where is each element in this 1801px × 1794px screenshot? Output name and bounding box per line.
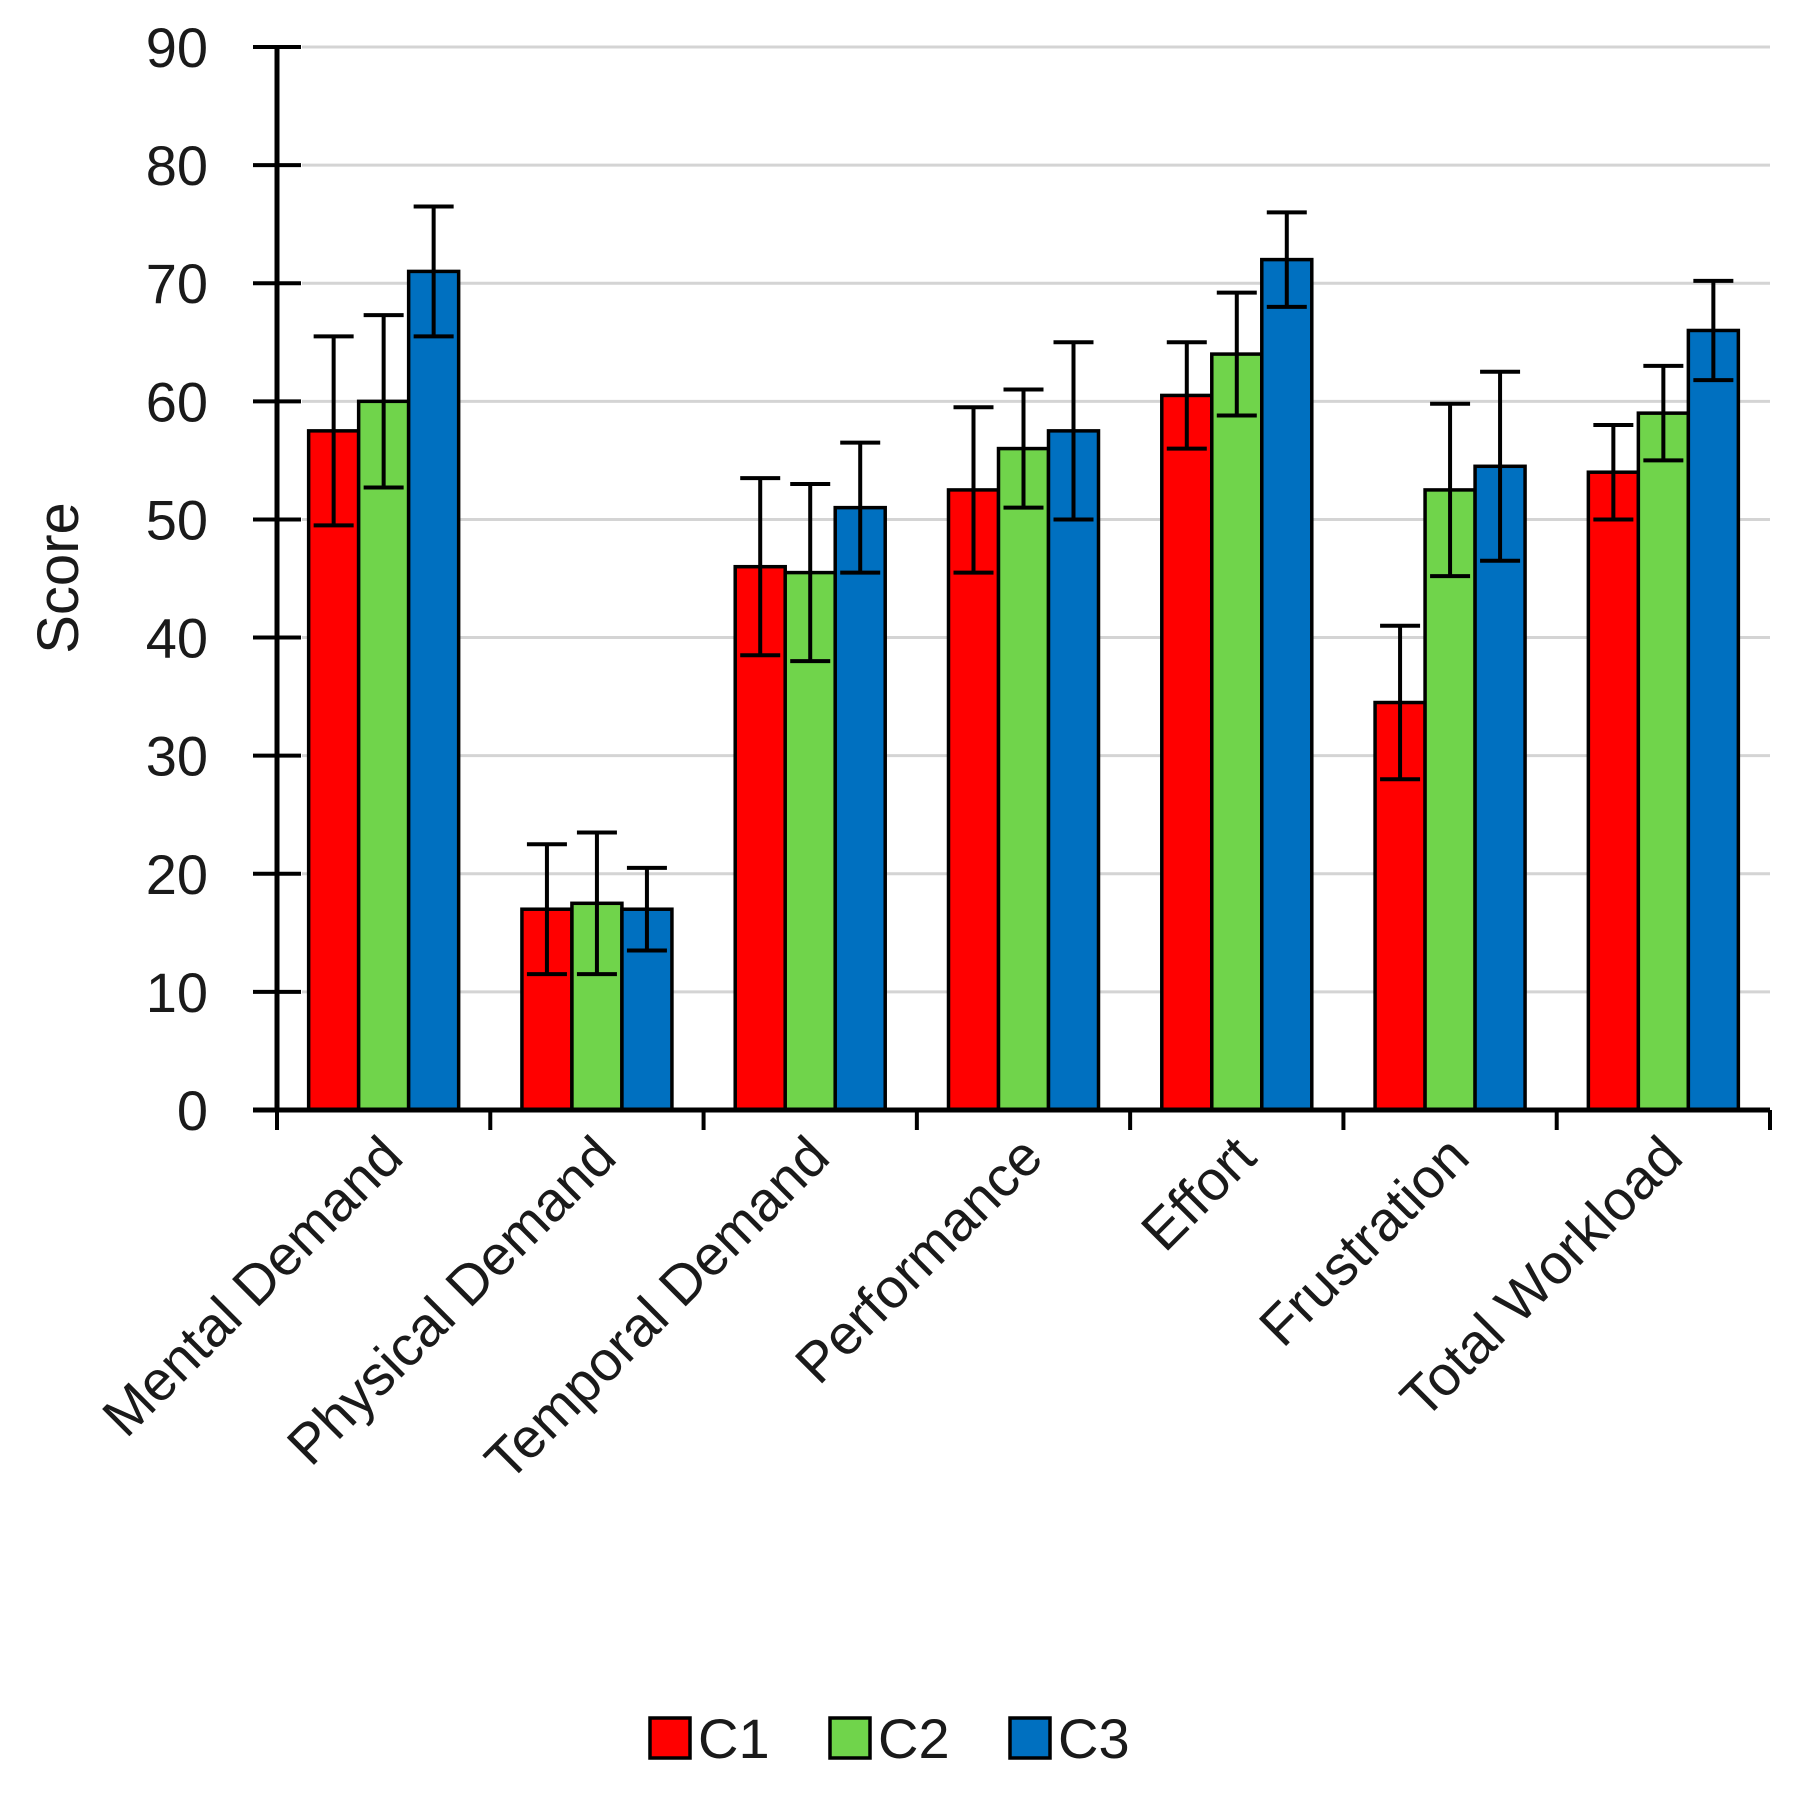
bar-c2 (356, 399, 411, 1112)
y-tick-labels: 0 10 20 30 40 50 60 70 80 90 (146, 16, 208, 1142)
bar-c2 (1423, 488, 1477, 1112)
y-tick-label: 50 (146, 488, 208, 551)
y-tick-label: 30 (146, 725, 208, 788)
y-axis-title: Score (26, 502, 91, 654)
y-tick-label: 10 (146, 961, 208, 1024)
bar-c3 (833, 505, 887, 1112)
bars (306, 257, 1741, 1112)
x-category-label: Frustration (1247, 1124, 1481, 1358)
bar-c2 (996, 446, 1051, 1112)
bar-c1 (306, 429, 361, 1112)
bar-c3 (406, 269, 461, 1112)
legend-label-c2: C2 (878, 1707, 950, 1770)
y-tick-label: 70 (146, 252, 208, 315)
x-category-label: Effort (1129, 1124, 1268, 1263)
legend-swatch-c3 (1008, 1716, 1052, 1760)
legend-swatch-c1 (648, 1716, 692, 1760)
bar-c1 (946, 488, 1001, 1112)
axes (253, 45, 1772, 1130)
y-tick-label: 20 (146, 843, 208, 906)
bar-c2 (1210, 352, 1264, 1112)
bar-c2 (1636, 411, 1691, 1112)
bar-c1 (1160, 393, 1214, 1112)
legend-swatch-c2 (828, 1716, 872, 1760)
error-bars (313, 204, 1734, 977)
bar-c3 (1046, 429, 1101, 1112)
bar-c1 (1586, 470, 1641, 1112)
y-tick-label: 40 (146, 607, 208, 670)
y-tick-label: 0 (177, 1079, 208, 1142)
legend: C1 C2 C3 (648, 1707, 1130, 1770)
y-tick-label: 80 (146, 134, 208, 197)
y-tick-label: 90 (146, 16, 208, 79)
y-tick-label: 60 (146, 370, 208, 433)
legend-label-c1: C1 (698, 1707, 770, 1770)
bar-c3 (1473, 464, 1527, 1112)
bar-c3 (1260, 257, 1314, 1112)
legend-label-c3: C3 (1058, 1707, 1130, 1770)
bar-c3 (1686, 328, 1741, 1112)
